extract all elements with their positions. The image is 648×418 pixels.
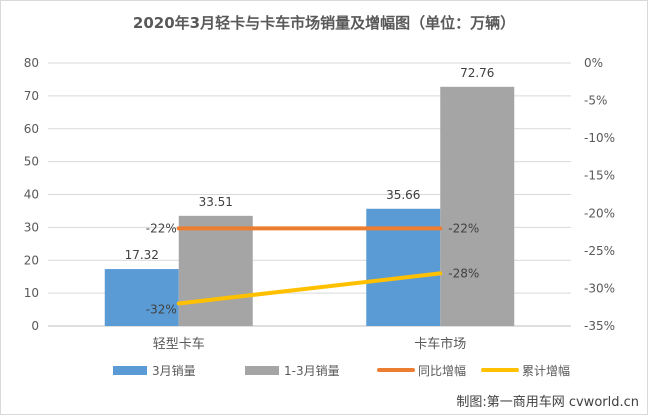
category-label: 轻型卡车: [153, 336, 205, 352]
left-tick-label: 20: [24, 253, 39, 267]
bar-data-label: 17.32: [125, 248, 159, 262]
legend-label: 同比增幅: [418, 363, 466, 378]
line-series: [176, 226, 443, 306]
left-tick-label: 50: [24, 155, 39, 169]
left-tick-label: 30: [24, 220, 39, 234]
left-axis-ticks: 0 10 20 30 40 50 60 70 80: [24, 56, 39, 333]
legend-label: 3月销量: [152, 364, 196, 378]
left-tick-label: 70: [24, 89, 39, 103]
right-tick-label: -35%: [584, 319, 615, 333]
legend-label: 累计增幅: [522, 363, 570, 378]
bar-data-label: 35.66: [386, 188, 420, 202]
line-data-label: -32%: [146, 302, 177, 316]
bar: [440, 86, 515, 326]
category-label: 卡车市场: [414, 336, 466, 352]
legend: 3月销量 1-3月销量 同比增幅 累计增幅: [113, 363, 570, 378]
data-labels: 17.32 35.66 33.51 72.76 -22% -22% -32% -28%: [125, 66, 495, 317]
bar: [104, 269, 179, 326]
series-line: [176, 271, 443, 306]
right-tick-label: -20%: [584, 206, 615, 220]
bar-data-label: 72.76: [460, 66, 494, 80]
right-tick-label: -15%: [584, 169, 615, 183]
legend-swatch: [113, 366, 147, 375]
line-data-label: -22%: [146, 221, 177, 235]
legend-label: 1-3月销量: [284, 364, 340, 378]
left-tick-label: 10: [24, 286, 39, 300]
right-tick-label: -10%: [584, 131, 615, 145]
line-data-label: -22%: [448, 221, 479, 235]
bar-data-label: 33.51: [199, 195, 233, 209]
left-tick-label: 80: [24, 56, 39, 70]
category-labels: 轻型卡车 卡车市场: [153, 336, 467, 352]
chart-title: 2020年3月轻卡与卡车市场销量及增幅图（单位：万辆）: [133, 14, 515, 32]
left-tick-label: 40: [24, 188, 39, 202]
left-tick-label: 0: [31, 319, 39, 333]
bar-series: [104, 86, 515, 326]
left-tick-label: 60: [24, 122, 39, 136]
right-tick-label: -25%: [584, 244, 615, 258]
right-axis-ticks: -35% -30% -25% -20% -15% -10% -5% 0%: [584, 56, 615, 333]
right-tick-label: 0%: [584, 56, 603, 70]
right-tick-label: -30%: [584, 281, 615, 295]
legend-swatch: [245, 366, 279, 375]
bar: [178, 215, 253, 326]
line-data-label: -28%: [448, 266, 479, 280]
credit-text: 制图:第一商用车网 cvworld.cn: [456, 394, 639, 410]
right-tick-label: -5%: [584, 94, 607, 108]
